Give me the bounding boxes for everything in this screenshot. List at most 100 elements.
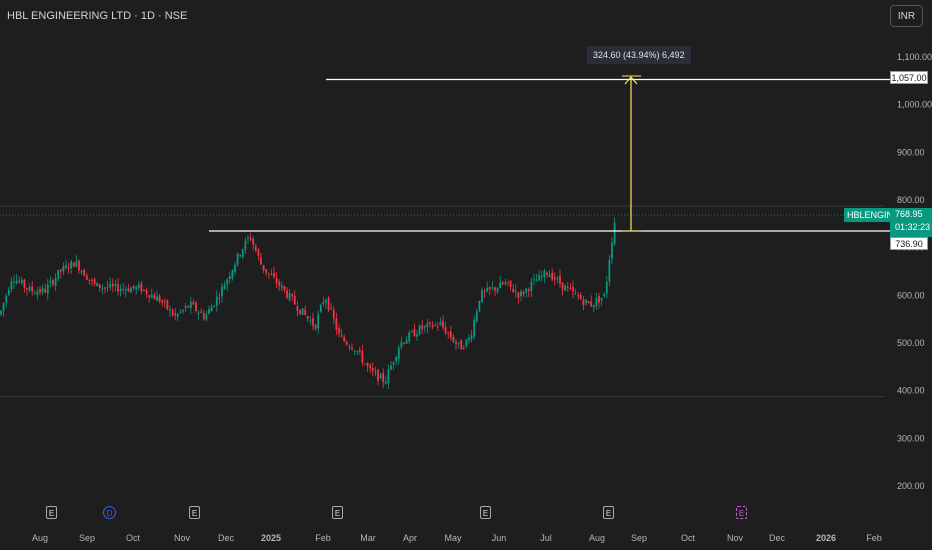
- candle-body: [262, 265, 265, 271]
- dividend-marker[interactable]: D: [103, 506, 116, 519]
- candle-body: [566, 286, 569, 288]
- candle-body: [319, 304, 322, 312]
- candle-body: [579, 294, 582, 300]
- candle-body: [304, 309, 307, 315]
- candle-body: [137, 284, 140, 288]
- candle-body: [33, 292, 36, 294]
- candle-body: [592, 304, 595, 308]
- time-axis: Aug Sep Oct Nov Dec 2025 Feb Mar Apr May Jun Jul Aug…: [32, 533, 882, 543]
- earnings-marker[interactable]: E: [603, 506, 614, 519]
- candle-body: [192, 302, 195, 305]
- candle-body: [296, 306, 299, 311]
- candle-body: [67, 267, 70, 269]
- candle-body: [132, 285, 135, 289]
- candle-body: [15, 280, 18, 284]
- candle-body: [353, 350, 356, 352]
- candle-body: [608, 259, 611, 282]
- candle-body: [62, 266, 65, 272]
- candle-body: [221, 286, 223, 297]
- candle-body: [88, 279, 91, 281]
- earnings-marker[interactable]: E: [332, 506, 343, 519]
- candle-body: [431, 324, 434, 328]
- candle-body: [356, 351, 359, 353]
- x-tick-label: Dec: [769, 533, 786, 543]
- candle-body: [210, 306, 213, 312]
- candle-body: [455, 342, 457, 344]
- candle-body: [130, 287, 132, 293]
- candle-body: [374, 371, 377, 373]
- candle-body: [403, 342, 405, 344]
- candle-body: [197, 312, 200, 314]
- candle-body: [527, 289, 530, 292]
- candle-body: [10, 281, 13, 290]
- candle-body: [533, 279, 535, 281]
- candle-body: [481, 290, 483, 303]
- candle-body: [426, 323, 429, 327]
- future-earnings-marker[interactable]: E: [736, 506, 747, 519]
- candle-body: [213, 305, 216, 307]
- candle-body: [507, 281, 509, 283]
- candle-body: [561, 282, 564, 290]
- candle-body: [106, 286, 109, 288]
- candle-body: [179, 311, 182, 313]
- candle-body: [338, 328, 340, 334]
- candle-body: [41, 287, 44, 293]
- measure-label: 324.60 (43.94%) 6,492: [587, 46, 691, 64]
- candle-body: [392, 362, 395, 365]
- candle-body: [59, 269, 62, 272]
- candle-body: [512, 288, 515, 293]
- x-tick-label: Mar: [360, 533, 376, 543]
- candle-body: [348, 346, 351, 348]
- candle-body: [530, 281, 533, 292]
- candle-body: [291, 294, 294, 297]
- x-tick-label: Oct: [681, 533, 696, 543]
- candle-body: [171, 310, 174, 316]
- x-tick-label: Jul: [540, 533, 552, 543]
- candle-body: [184, 306, 187, 309]
- earnings-marker[interactable]: E: [189, 506, 200, 519]
- candle-body: [473, 319, 476, 337]
- candle-body: [182, 309, 184, 312]
- candle-body: [114, 283, 117, 286]
- candle-body: [572, 286, 574, 292]
- currency-button[interactable]: INR: [890, 5, 923, 27]
- candle-body: [494, 287, 496, 291]
- y-tick-label: 300.00: [897, 433, 925, 443]
- ticker-badge: HBLENGINE: [844, 208, 903, 222]
- candle-body: [270, 273, 273, 276]
- candle-body: [163, 300, 166, 302]
- candle-body: [205, 314, 208, 321]
- candle-body: [249, 237, 252, 240]
- candle-body: [509, 280, 512, 288]
- candle-body: [286, 290, 288, 298]
- candle-body: [85, 275, 88, 280]
- earnings-marker[interactable]: E: [480, 506, 491, 519]
- candle-body: [244, 240, 247, 251]
- candle-body: [26, 288, 28, 290]
- candle-body: [517, 292, 520, 298]
- candle-body: [345, 342, 348, 345]
- candle-body: [335, 318, 338, 330]
- measure-arrowhead: [624, 76, 638, 85]
- candle-body: [452, 337, 455, 343]
- candle-body: [236, 253, 239, 265]
- y-tick-label: 1,000.00: [897, 100, 932, 110]
- bar-countdown: 01:32:23: [895, 222, 931, 232]
- candle-body: [75, 260, 78, 267]
- x-tick-label: Nov: [727, 533, 744, 543]
- candle-body: [322, 302, 325, 305]
- candle-body: [98, 284, 101, 289]
- candle-body: [556, 277, 559, 280]
- candle-body: [104, 287, 106, 289]
- candle-body: [595, 298, 598, 307]
- grid-lines: [0, 205, 884, 398]
- candle-body: [408, 332, 411, 342]
- candle-body: [382, 372, 385, 382]
- candle-body: [5, 295, 8, 303]
- y-tick-label: 1,100.00: [897, 52, 932, 62]
- level-low-badge: 736.90: [890, 237, 928, 250]
- candle-body: [117, 284, 119, 292]
- x-tick-label: 2025: [261, 533, 281, 543]
- earnings-marker[interactable]: E: [46, 506, 57, 519]
